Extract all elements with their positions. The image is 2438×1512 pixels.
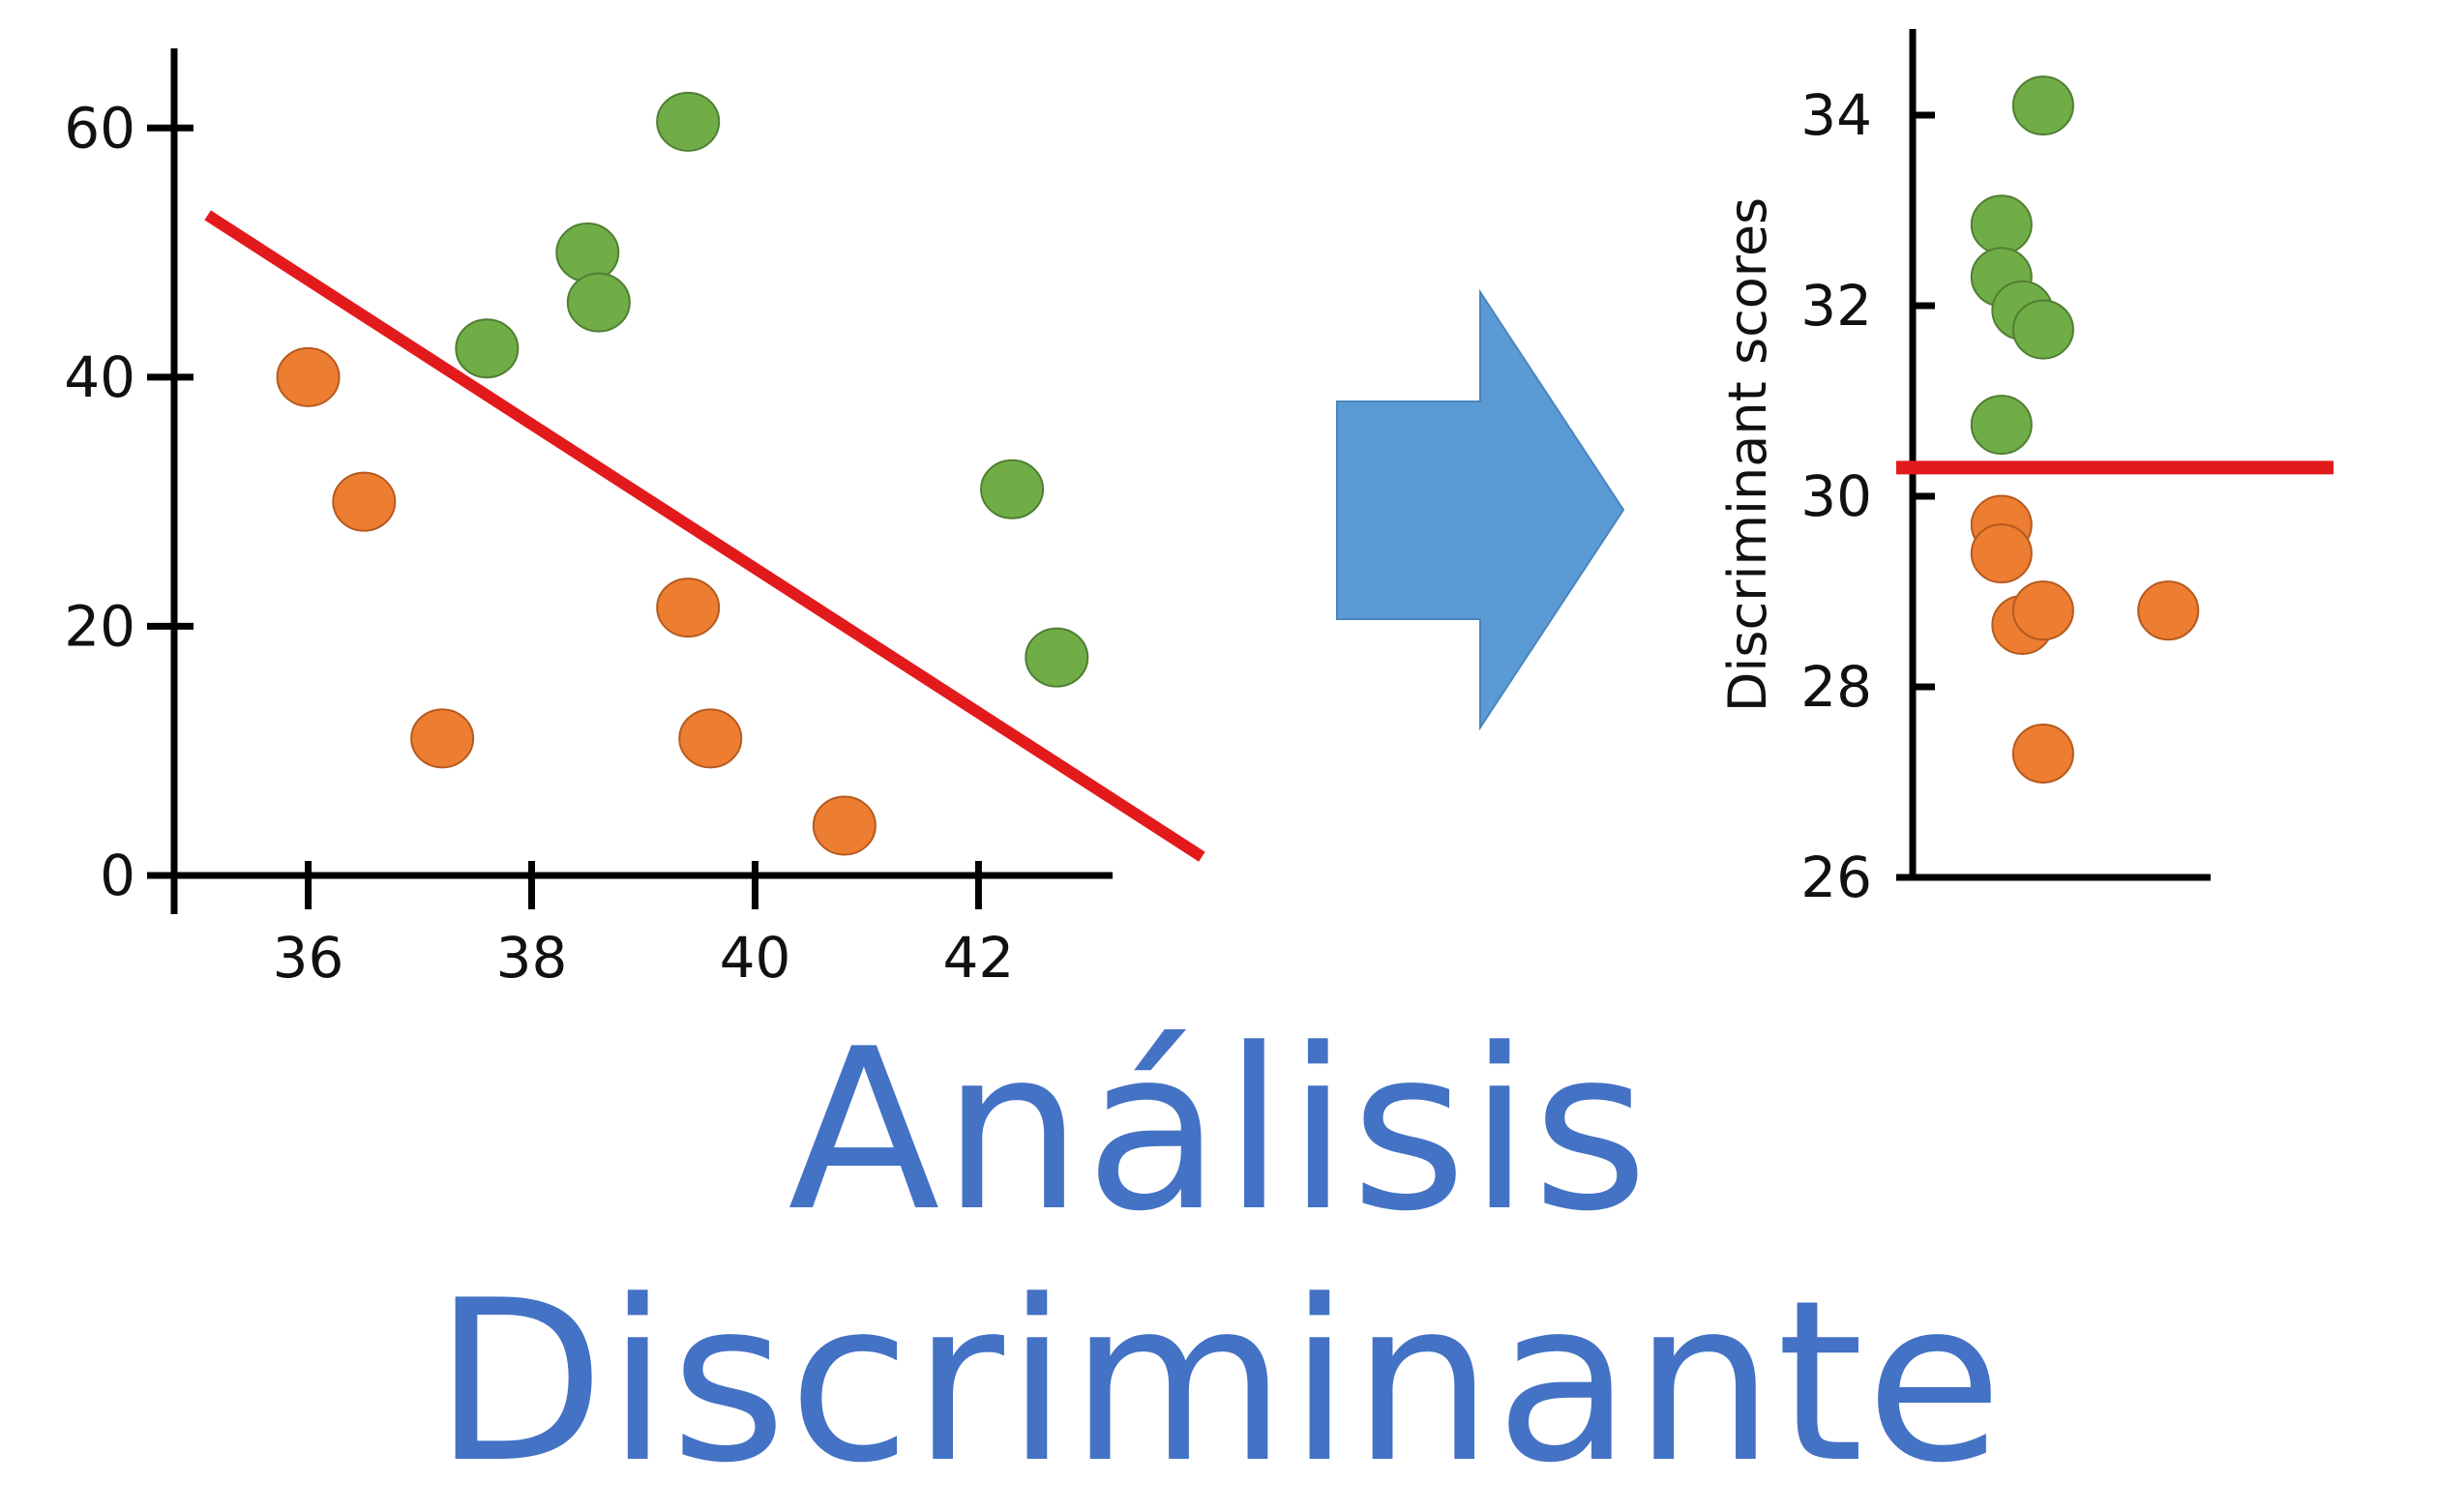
orange-point xyxy=(276,346,341,407)
discriminant-line xyxy=(204,210,1205,862)
y-tick-label: 0 xyxy=(100,843,135,908)
page-title: Análisis Discriminante xyxy=(433,1002,2005,1512)
x-tick-label: 42 xyxy=(943,925,1015,991)
scatter-chart-left: 36 38 40 42 0 20 40 60 xyxy=(64,48,1205,991)
green-score-point xyxy=(2011,299,2074,360)
y-tick-label: 32 xyxy=(1800,273,1872,339)
figure-canvas: 36 38 40 42 0 20 40 60 26 28 30 32 34 Discriminant s… xyxy=(64,29,2334,991)
green-point xyxy=(455,318,520,379)
orange-point xyxy=(332,471,397,532)
discriminant-scores-chart: 26 28 30 32 34 Discriminant scores xyxy=(1717,29,2334,910)
y-tick-label: 26 xyxy=(1800,845,1872,910)
orange-point xyxy=(656,578,721,638)
green-point xyxy=(555,222,620,283)
green-point xyxy=(656,91,721,152)
y-tick-label: 34 xyxy=(1800,82,1872,148)
y-tick-label: 20 xyxy=(64,593,135,659)
y-axis-title: Discriminant scores xyxy=(1717,197,1778,712)
green-point xyxy=(566,272,631,333)
x-tick-label: 38 xyxy=(496,925,568,991)
y-tick-label: 30 xyxy=(1800,463,1872,529)
orange-point xyxy=(410,708,475,769)
y-tick-label: 40 xyxy=(64,344,135,410)
green-score-point xyxy=(1970,395,2033,456)
x-tick-label: 40 xyxy=(720,925,791,991)
orange-score-point xyxy=(2011,723,2074,784)
y-tick-label: 60 xyxy=(64,95,135,161)
y-tick-label: 28 xyxy=(1800,654,1872,720)
orange-point xyxy=(812,795,877,856)
x-tick-label: 36 xyxy=(273,925,344,991)
orange-score-point xyxy=(2011,580,2074,641)
green-score-point xyxy=(2011,75,2074,136)
green-point xyxy=(1025,627,1089,688)
orange-score-point xyxy=(1970,523,2033,584)
orange-point xyxy=(678,708,743,769)
orange-score-point xyxy=(2137,580,2200,641)
green-score-point xyxy=(1970,194,2033,255)
green-point xyxy=(980,459,1045,519)
right-arrow-icon xyxy=(1336,288,1625,731)
arrow-shape xyxy=(1336,288,1625,731)
